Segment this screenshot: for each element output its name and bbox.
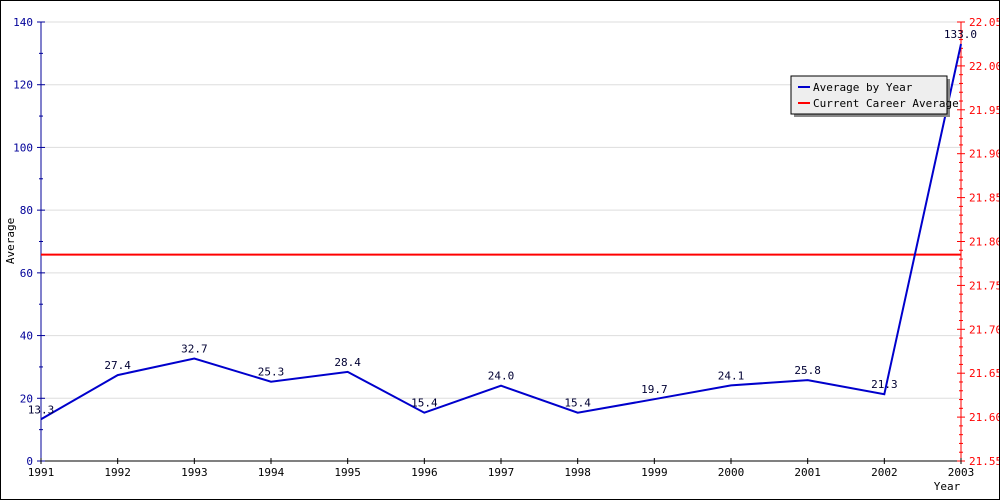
- x-tick-label: 2002: [871, 466, 898, 479]
- y2-tick-label: 21.70: [969, 323, 999, 336]
- data-label: 28.4: [334, 356, 361, 369]
- x-tick-label: 1997: [488, 466, 515, 479]
- y-tick-label: 20: [20, 392, 33, 405]
- y-tick-label: 120: [13, 79, 33, 92]
- legend-label-average-by-year: Average by Year: [813, 81, 913, 94]
- data-label: 15.4: [411, 397, 438, 410]
- data-label: 24.1: [718, 369, 745, 382]
- x-tick-label: 2001: [794, 466, 821, 479]
- legend: Average by Year Current Career Average: [790, 75, 959, 117]
- y-tick-label: 40: [20, 330, 33, 343]
- y-tick-label: 140: [13, 16, 33, 29]
- data-label: 27.4: [104, 359, 131, 372]
- data-label: 32.7: [181, 342, 208, 355]
- x-axis-title: Year: [934, 480, 961, 493]
- x-tick-label: 1991: [28, 466, 55, 479]
- grid-layer: [41, 21, 961, 399]
- legend-box: [790, 75, 948, 115]
- y2-tick-label: 21.65: [969, 367, 999, 380]
- x-tick-label: 1992: [104, 466, 131, 479]
- x-tick-label: 2000: [718, 466, 745, 479]
- data-label: 21.3: [871, 378, 898, 391]
- y2-tick-label: 21.85: [969, 192, 999, 205]
- data-label: 25.3: [258, 366, 285, 379]
- y-tick-label: 0: [26, 455, 33, 468]
- data-label: 25.8: [794, 364, 821, 377]
- legend-label-career-average: Current Career Average: [813, 97, 959, 110]
- y2-tick-label: 22.00: [969, 60, 999, 73]
- data-label-layer: 13.3 27.4 32.7 25.3 28.4 15.4 24.0 15.4 19.7 24.1…: [28, 28, 977, 416]
- y2-tick-label: 21.80: [969, 236, 999, 249]
- data-label: 15.4: [564, 397, 591, 410]
- x-tick-label: 1998: [564, 466, 591, 479]
- x-tick-label: 1999: [641, 466, 668, 479]
- series-line-average-by-year: [40, 43, 962, 421]
- y-axis-title: Average: [4, 218, 17, 264]
- data-label: 13.3: [28, 403, 55, 416]
- data-label: 19.7: [641, 383, 668, 396]
- y2-tick-label: 21.75: [969, 279, 999, 292]
- y2-tick-label: 22.05: [969, 16, 999, 29]
- data-label: 24.0: [488, 370, 515, 383]
- y2-tick-label: 21.55: [969, 455, 999, 468]
- x-tick-label: 1994: [258, 466, 285, 479]
- x-tick-label: 1996: [411, 466, 438, 479]
- y-tick-label: 80: [20, 204, 33, 217]
- x-tick-label: 1993: [181, 466, 208, 479]
- y-tick-label: 100: [13, 141, 33, 154]
- x-tick-label: 2003: [948, 466, 975, 479]
- y2-tick-label: 21.95: [969, 104, 999, 117]
- series-layer: [40, 43, 962, 421]
- y-tick-label: 60: [20, 267, 33, 280]
- y2-tick-label: 21.90: [969, 148, 999, 161]
- data-label: 133.0: [944, 28, 977, 41]
- y2-tick-label: 21.60: [969, 411, 999, 424]
- x-tick-label: 1995: [334, 466, 361, 479]
- axis-layer: 0 20 40 60 80 100 120 140 21.55 21.60 21.65 21.70 21…: [13, 16, 1000, 479]
